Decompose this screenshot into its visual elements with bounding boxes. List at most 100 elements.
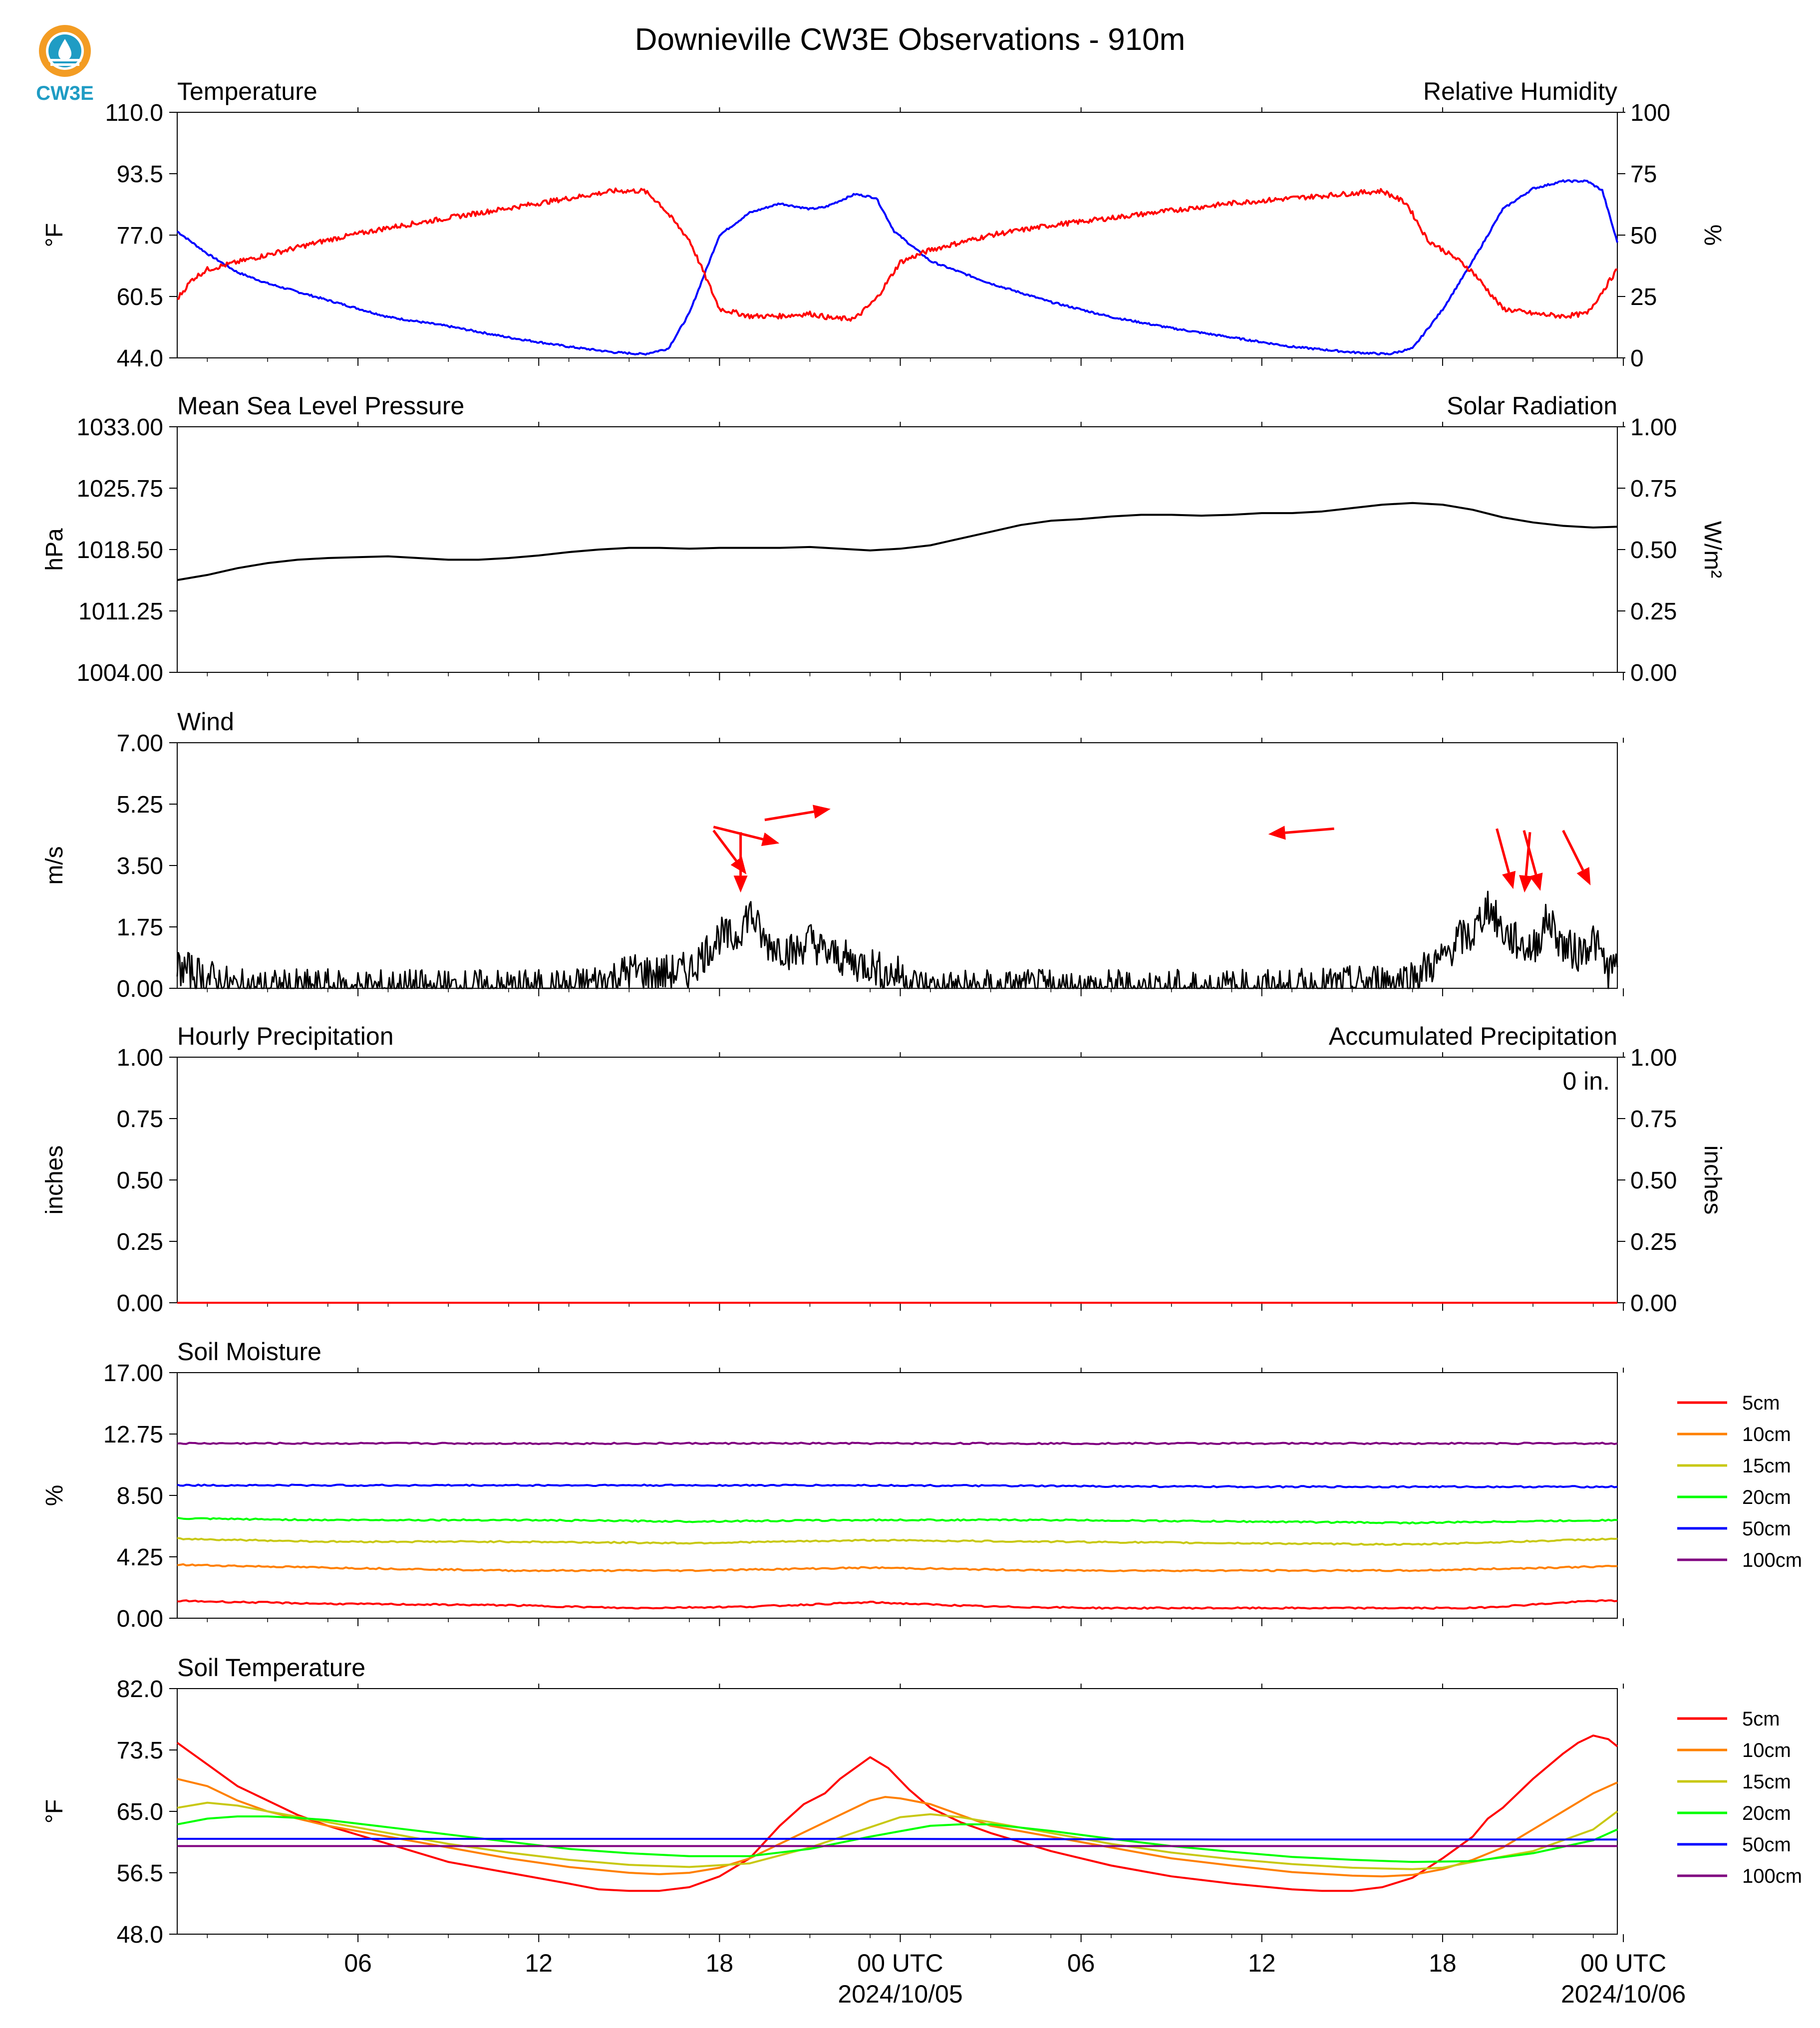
series-line-temperature [176,179,1618,356]
y-tick-label: 1033.00 [76,414,163,441]
logo-text: CW3E [36,82,94,104]
series-line-10cm [177,1777,1618,1878]
y-tick-label: 0.75 [117,1106,163,1133]
wind-arrow-head [761,832,780,847]
y-axis-label: °F [41,223,68,248]
panel-soilt: Soil Temperature 82.0 73.5 65.0 56.5 48.0 °F 5c… [41,1654,1802,1948]
y-tick-label: 56.5 [117,1860,163,1887]
series-line-100cm [177,1442,1618,1446]
y-tick-label: 1025.75 [76,476,163,502]
wind-arrow-head [1268,826,1286,840]
legend-label: 5cm [1742,1708,1780,1730]
panel-right-title: Solar Radiation [1447,392,1617,420]
legend-label: 5cm [1742,1392,1780,1414]
cw3e-logo-icon: CW3E [36,25,94,104]
wind-arrow [1285,827,1334,834]
panel-left-title: Temperature [177,77,317,105]
y-tick-label: 0.50 [117,1167,163,1194]
legend-label: 10cm [1742,1424,1791,1446]
y-tick-label: 0.00 [117,1606,163,1632]
series-line-5cm [177,1599,1618,1610]
y-tick-label: 3.50 [117,853,163,879]
y-tick-label: 48.0 [117,1922,163,1948]
y-tick-label: 0.00 [117,1290,163,1317]
wind-arrow [713,826,763,841]
x-date-label: 2024/10/06 [1561,1980,1686,2008]
series-line-10cm [177,1563,1617,1572]
panel-left-title: Soil Moisture [177,1338,321,1366]
logo-drop [58,39,71,60]
legend-label: 50cm [1742,1834,1791,1856]
y-tick-right-label: 0.50 [1630,537,1677,564]
y-tick-label: 1018.50 [76,537,163,564]
wind-arrow-head [733,875,748,893]
panels-layer: Temperature Relative Humidity 110.0 93.5 77.… [41,77,1802,2008]
wind-arrow [764,810,814,822]
wind-arrow-head [1529,872,1543,891]
logo-wave-1 [48,59,81,61]
x-tick-label: 00 UTC [1580,1949,1666,1977]
y-tick-label: 44.0 [117,345,163,372]
x-tick-label: 18 [706,1949,734,1977]
wind-arrow-head [1502,870,1516,889]
y-axis-label: % [41,1485,68,1506]
y-tick-label: 0.00 [117,976,163,1002]
panel-pressure: Mean Sea Level Pressure Solar Radiation 10… [41,392,1726,686]
y-axis-right-label: % [1699,225,1726,246]
y-tick-label: 65.0 [117,1799,163,1825]
panel-left-title: Hourly Precipitation [177,1022,394,1050]
y-tick-label: 73.5 [117,1738,163,1764]
wind-arrow-head [730,857,747,874]
y-tick-label: 1004.00 [76,660,163,686]
y-tick-label: 93.5 [117,161,163,188]
wind-arrow [712,830,737,862]
y-tick-label: 7.00 [117,730,163,757]
x-tick-label: 12 [1248,1949,1276,1977]
y-tick-label: 4.25 [117,1544,163,1571]
y-axis-right-label: W/m² [1699,521,1726,579]
y-tick-right-label: 0.75 [1630,1106,1677,1133]
y-axis-label: inches [41,1146,68,1215]
legend-label: 100cm [1742,1549,1802,1571]
plot-frame [177,1372,1618,1619]
legend-label: 20cm [1742,1486,1791,1508]
legend-label: 100cm [1742,1865,1802,1887]
y-tick-label: 12.75 [103,1422,163,1448]
y-axis-right-label: inches [1699,1146,1726,1215]
y-tick-right-label: 0.00 [1630,1290,1677,1317]
y-tick-right-label: 0.75 [1630,476,1677,502]
y-tick-right-label: 100 [1630,100,1670,126]
y-axis-label: m/s [41,846,68,884]
y-tick-right-label: 0 [1630,345,1644,372]
panel-precip: Hourly Precipitation Accumulated Precipit… [41,1022,1726,1317]
y-tick-label: 1011.25 [78,598,163,625]
wind-arrow [1562,830,1584,871]
x-tick-label: 06 [344,1949,372,1977]
wind-arrow [1522,830,1537,875]
y-tick-right-label: 25 [1630,284,1657,310]
y-tick-label: 1.75 [117,914,163,941]
series-line-50cm [177,1483,1618,1489]
panel-left-title: Soil Temperature [177,1654,365,1682]
plot-frame [177,1057,1618,1303]
y-tick-right-label: 1.00 [1630,414,1677,441]
x-tick-label: 12 [525,1949,553,1977]
panel-soilm: Soil Moisture 17.00 12.75 8.50 4.25 0.00% 5cm 1… [41,1338,1802,1632]
wind-arrow [1524,832,1531,876]
y-tick-label: 110.0 [105,100,163,126]
y-tick-right-label: 50 [1630,223,1657,249]
plot-frame [177,1688,1618,1935]
panel-temp: Temperature Relative Humidity 110.0 93.5 77.… [41,77,1726,372]
y-tick-right-label: 75 [1630,161,1657,188]
y-axis-label: hPa [41,528,68,571]
panel-left-title: Mean Sea Level Pressure [177,392,464,420]
panel-right-title: Relative Humidity [1423,77,1617,105]
x-tick-label: 00 UTC [857,1949,943,1977]
series-line-15cm [177,1801,1618,1870]
figure-title: Downieville CW3E Observations - 910m [635,22,1186,57]
x-tick-label: 18 [1429,1949,1457,1977]
y-tick-label: 0.25 [117,1229,163,1255]
legend-label: 10cm [1742,1739,1791,1761]
wind-arrow-head [813,805,831,819]
wind-arrow-head [1519,875,1533,893]
